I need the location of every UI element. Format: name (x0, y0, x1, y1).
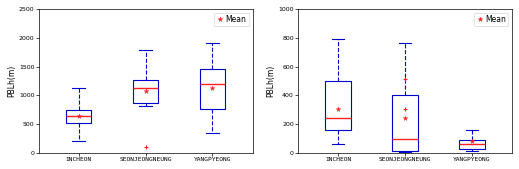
Legend: Mean: Mean (214, 13, 249, 26)
Y-axis label: PBLh(m): PBLh(m) (7, 65, 16, 97)
Legend: Mean: Mean (474, 13, 508, 26)
PathPatch shape (325, 81, 351, 130)
PathPatch shape (133, 80, 158, 103)
Y-axis label: PBLh(m): PBLh(m) (267, 65, 276, 97)
PathPatch shape (200, 69, 225, 108)
PathPatch shape (392, 95, 418, 151)
PathPatch shape (459, 140, 485, 149)
PathPatch shape (66, 110, 91, 123)
